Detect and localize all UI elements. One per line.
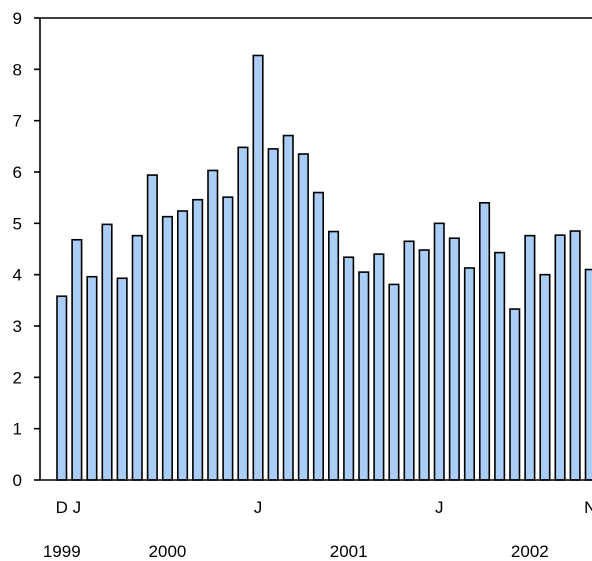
bar-2000-04 bbox=[116, 277, 128, 481]
y-tick-label: 0 bbox=[13, 471, 22, 490]
bar-2000-08 bbox=[177, 210, 189, 481]
year-labels: 1999 2000 2001 2002 bbox=[43, 542, 549, 561]
bar-2000-07 bbox=[161, 215, 173, 481]
bar-2000-12 bbox=[237, 146, 249, 481]
bar-2002-07 bbox=[524, 234, 536, 481]
y-tick-label: 7 bbox=[13, 112, 22, 131]
bar-2000-05 bbox=[131, 234, 143, 481]
bar-2002-09 bbox=[554, 234, 566, 481]
x-year-label: 2002 bbox=[511, 542, 549, 561]
bar-2001-03 bbox=[282, 134, 294, 481]
y-tick-label: 3 bbox=[13, 317, 22, 336]
bar-2002-05 bbox=[494, 251, 506, 481]
bar-1999-12 bbox=[56, 295, 68, 481]
bar-2002-11 bbox=[584, 268, 592, 481]
bars bbox=[56, 54, 592, 481]
bar-2001-12 bbox=[418, 249, 430, 481]
x-month-label: N bbox=[584, 498, 592, 517]
bar-2001-11 bbox=[403, 240, 415, 481]
bar-2001-05 bbox=[312, 191, 325, 481]
y-tick-label: 4 bbox=[13, 266, 22, 285]
y-tick-label: 6 bbox=[13, 163, 22, 182]
bar-2000-03 bbox=[101, 223, 113, 481]
bar-2001-06 bbox=[327, 230, 340, 481]
bar-2000-09 bbox=[192, 198, 204, 481]
bar-2000-10 bbox=[207, 169, 219, 481]
y-tick-label: 9 bbox=[13, 9, 22, 28]
bar-2002-10 bbox=[569, 230, 581, 481]
x-year-label: 1999 bbox=[43, 542, 81, 561]
bar-2002-08 bbox=[539, 273, 551, 481]
x-month-label: J bbox=[435, 498, 444, 517]
bar-2000-11 bbox=[222, 196, 234, 481]
y-tick-label: 8 bbox=[13, 60, 22, 79]
bar-2001-01 bbox=[252, 54, 264, 481]
bar-2000-06 bbox=[146, 174, 158, 481]
bar-2001-04 bbox=[297, 153, 309, 481]
y-axis-ticks: 0 1 2 3 4 5 6 7 8 9 bbox=[13, 9, 40, 490]
bar-2001-09 bbox=[373, 253, 385, 481]
bar-2002-03 bbox=[463, 267, 476, 481]
bar-2002-04 bbox=[478, 202, 491, 481]
y-tick-label: 1 bbox=[13, 420, 22, 439]
bar-2001-02 bbox=[267, 148, 279, 481]
bar-2001-10 bbox=[388, 283, 400, 481]
x-month-label: J bbox=[254, 498, 263, 517]
x-year-label: 2000 bbox=[149, 542, 187, 561]
bar-2002-01 bbox=[433, 222, 445, 481]
bar-2000-02 bbox=[86, 275, 98, 481]
x-month-label: D bbox=[56, 498, 68, 517]
bar-2001-08 bbox=[358, 271, 370, 481]
bar-2002-06 bbox=[509, 308, 521, 481]
y-tick-label: 5 bbox=[13, 214, 22, 233]
bar-2002-02 bbox=[448, 237, 460, 481]
x-month-label: J bbox=[73, 498, 82, 517]
bar-2001-07 bbox=[343, 256, 355, 481]
bar-2000-01 bbox=[71, 238, 83, 481]
y-tick-label: 2 bbox=[13, 368, 22, 387]
x-year-label: 2001 bbox=[330, 542, 368, 561]
